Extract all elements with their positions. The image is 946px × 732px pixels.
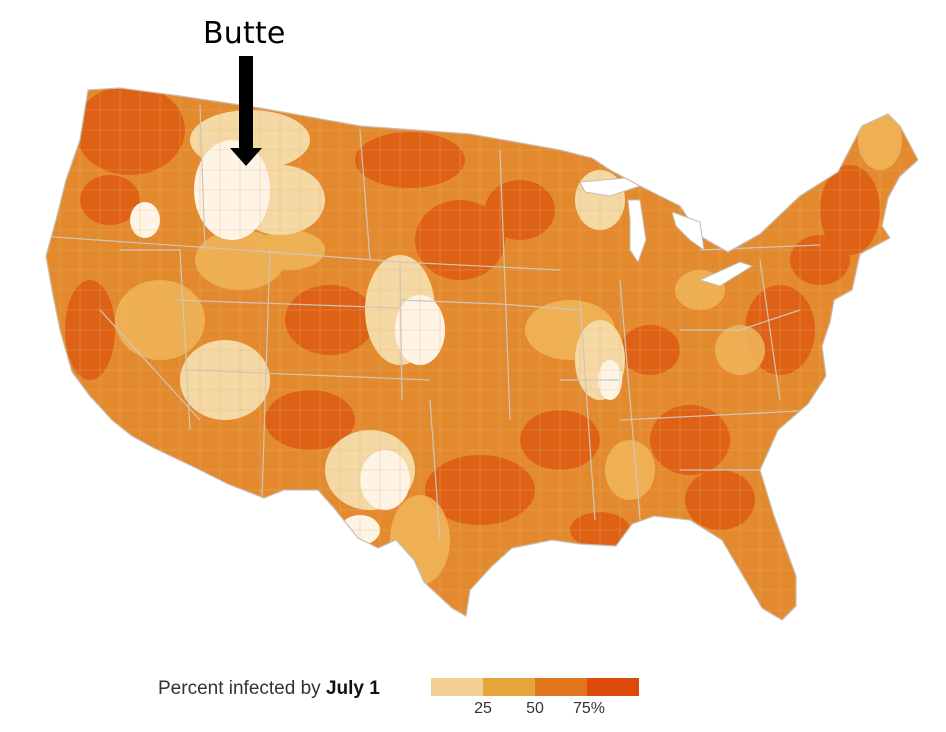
legend-tick-25: 25: [474, 700, 492, 717]
legend-swatch-1: [483, 678, 535, 696]
legend-color-bar: [431, 678, 639, 696]
legend-tick-75: 75%: [572, 700, 606, 717]
lake-erie: [698, 261, 754, 287]
state-borders: [46, 104, 821, 541]
down-arrow-icon: [230, 56, 262, 166]
lake-superior: [579, 177, 642, 197]
lake-michigan: [627, 199, 647, 264]
legend-swatch-0: [431, 678, 483, 696]
legend-title-prefix: Percent infected by: [158, 678, 326, 699]
legend: Percent infected by July 1 25 50 75%: [158, 676, 658, 724]
county-shading: [46, 88, 918, 620]
legend-swatch-3: [587, 678, 639, 696]
lake-huron: [671, 211, 705, 252]
legend-title-bold: July 1: [325, 678, 380, 699]
annotation-label: Butte: [203, 16, 286, 51]
legend-swatch-2: [535, 678, 587, 696]
legend-title: Percent infected by July 1: [158, 678, 380, 700]
legend-tick-50: 50: [526, 700, 544, 717]
